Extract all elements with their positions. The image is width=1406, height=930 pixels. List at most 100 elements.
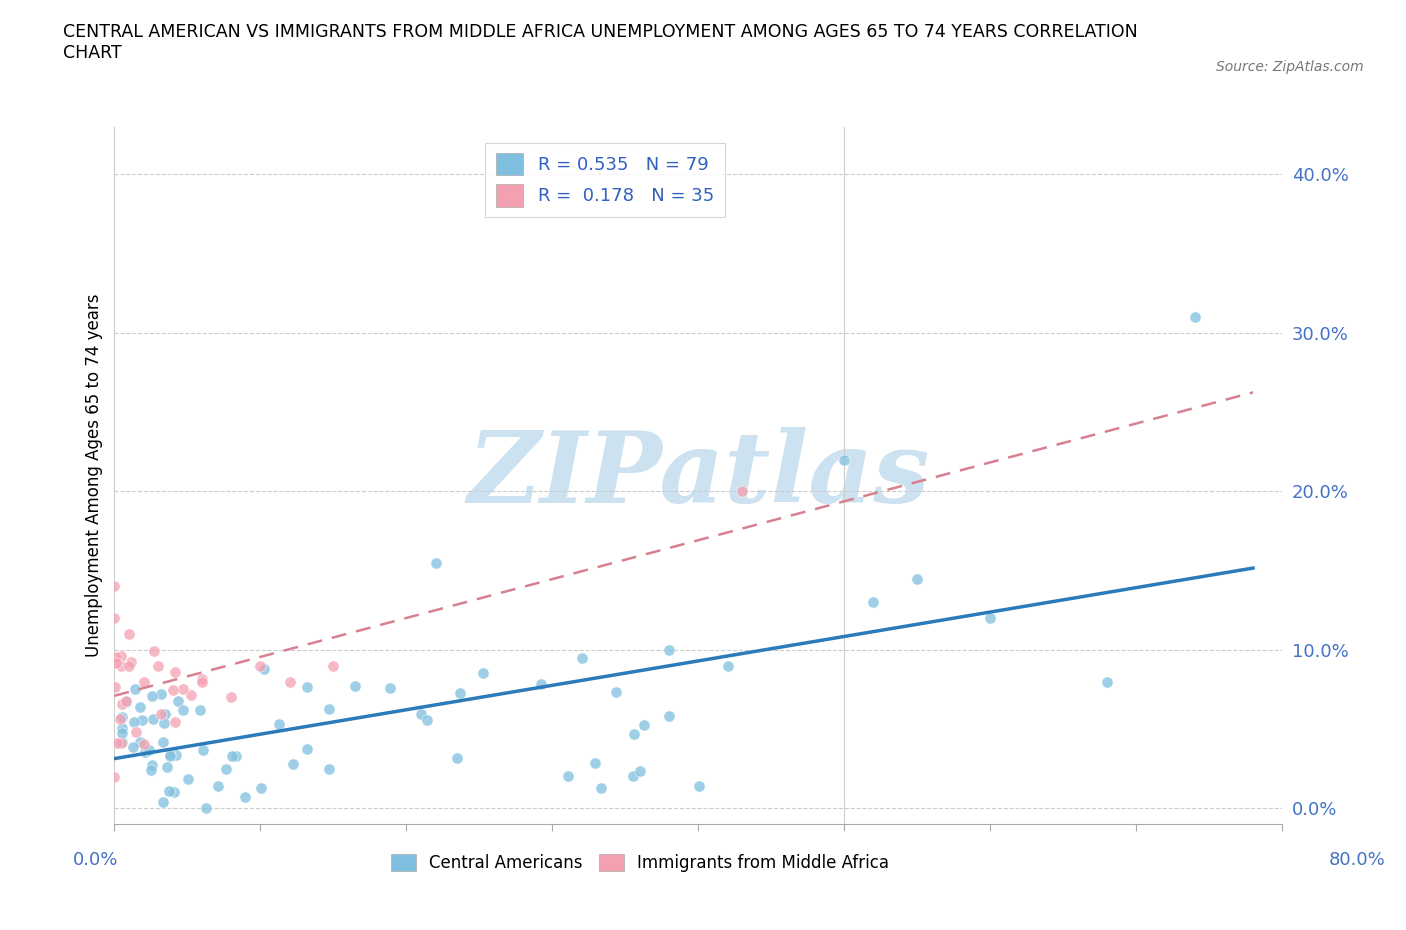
Point [122, 714, 145, 729]
Point [124, 724, 146, 739]
Point [409, 707, 432, 722]
Point [322, 658, 344, 673]
Point [163, 714, 186, 729]
Point [233, 790, 256, 804]
Point [166, 748, 188, 763]
Point [658, 708, 681, 723]
Point [115, 694, 138, 709]
Point [295, 741, 318, 756]
Point [104, 680, 127, 695]
Point [191, 671, 214, 686]
Point [318, 762, 340, 777]
Point [905, 571, 928, 586]
Point [979, 611, 1001, 626]
Point [269, 716, 291, 731]
Point [605, 684, 627, 699]
Point [159, 747, 181, 762]
Point [157, 784, 180, 799]
Point [162, 682, 184, 697]
Point [446, 751, 468, 765]
Point [105, 736, 128, 751]
Point [131, 712, 153, 727]
Y-axis label: Unemployment Among Ages 65 to 74 years: Unemployment Among Ages 65 to 74 years [86, 294, 103, 658]
Point [219, 690, 242, 705]
Point [142, 711, 165, 726]
Point [633, 718, 655, 733]
Point [141, 688, 163, 703]
Point [180, 687, 202, 702]
Point [111, 735, 134, 750]
Point [716, 658, 738, 673]
Point [120, 655, 142, 670]
Point [1095, 674, 1118, 689]
Point [658, 643, 681, 658]
Point [194, 801, 217, 816]
Point [148, 658, 170, 673]
Text: 0.0%: 0.0% [73, 851, 118, 870]
Point [557, 768, 579, 783]
Point [253, 661, 276, 676]
Point [177, 771, 200, 786]
Point [623, 726, 645, 741]
Point [281, 757, 304, 772]
Point [529, 676, 551, 691]
Point [449, 686, 471, 701]
Point [118, 627, 141, 642]
Point [688, 778, 710, 793]
Point [193, 742, 215, 757]
Point [134, 744, 156, 759]
Point [1184, 310, 1206, 325]
Point [425, 555, 447, 570]
Point [832, 452, 855, 467]
Point [149, 686, 172, 701]
Text: ZIPatlas: ZIPatlas [467, 427, 929, 524]
Point [163, 784, 186, 799]
Point [124, 681, 146, 696]
Point [378, 680, 401, 695]
Point [155, 760, 177, 775]
Point [862, 595, 884, 610]
Point [172, 703, 194, 718]
Point [149, 706, 172, 721]
Point [139, 763, 162, 777]
Point [172, 682, 194, 697]
Point [110, 736, 132, 751]
Point [152, 735, 174, 750]
Text: CENTRAL AMERICAN VS IMMIGRANTS FROM MIDDLE AFRICA UNEMPLOYMENT AMONG AGES 65 TO : CENTRAL AMERICAN VS IMMIGRANTS FROM MIDD… [63, 23, 1137, 62]
Point [249, 658, 271, 673]
Point [104, 649, 127, 664]
Point [621, 769, 644, 784]
Point [111, 726, 134, 741]
Point [110, 711, 132, 726]
Point [344, 679, 367, 694]
Point [111, 697, 134, 711]
Point [589, 781, 612, 796]
Point [138, 743, 160, 758]
Point [225, 749, 247, 764]
Point [318, 701, 340, 716]
Point [128, 735, 150, 750]
Point [132, 674, 155, 689]
Point [249, 780, 271, 795]
Legend: R = 0.535   N = 79, R =  0.178   N = 35: R = 0.535 N = 79, R = 0.178 N = 35 [485, 142, 724, 218]
Point [583, 756, 606, 771]
Point [132, 737, 155, 751]
Point [571, 650, 593, 665]
Point [118, 658, 141, 673]
Point [103, 611, 125, 626]
Point [221, 749, 243, 764]
Point [115, 695, 138, 710]
Point [153, 707, 176, 722]
Point [110, 658, 132, 673]
Point [167, 694, 190, 709]
Point [110, 648, 132, 663]
Point [416, 712, 439, 727]
Point [163, 664, 186, 679]
Point [111, 710, 134, 724]
Point [103, 769, 125, 784]
Text: 80.0%: 80.0% [1329, 851, 1385, 870]
Point [105, 656, 128, 671]
Point [731, 484, 754, 498]
Point [152, 715, 174, 730]
Point [215, 762, 238, 777]
